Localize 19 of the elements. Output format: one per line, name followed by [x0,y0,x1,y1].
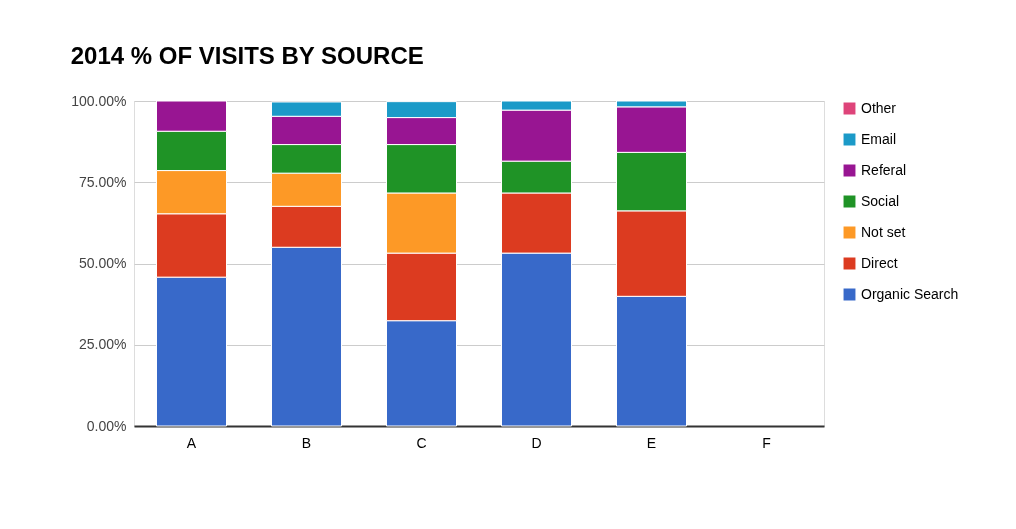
x-tick-label: A [186,434,197,451]
y-tick-label: 0.00% [86,417,127,434]
legend-label: Organic Search [861,285,959,302]
x-tick-label: F [762,434,771,451]
legend-label: Email [861,130,897,147]
y-tick-label: 50.00% [79,255,127,271]
y-tick-label: 25.00% [79,336,127,353]
chart-title: 2014 % OF VISITS BY SOURCE [70,42,424,69]
y-tick-label: 100.00% [71,92,127,109]
legend-label: Social [861,192,900,209]
legend-label: Not set [861,223,906,240]
x-tick-label: E [646,434,657,451]
x-tick-label: D [531,434,542,451]
x-tick-label: C [416,434,427,451]
legend-label: Direct [861,254,898,271]
legend-label: Referal [861,161,907,178]
y-tick-label: 75.00% [79,173,127,190]
x-tick-label: B [301,434,312,451]
legend-label: Other [861,99,897,116]
